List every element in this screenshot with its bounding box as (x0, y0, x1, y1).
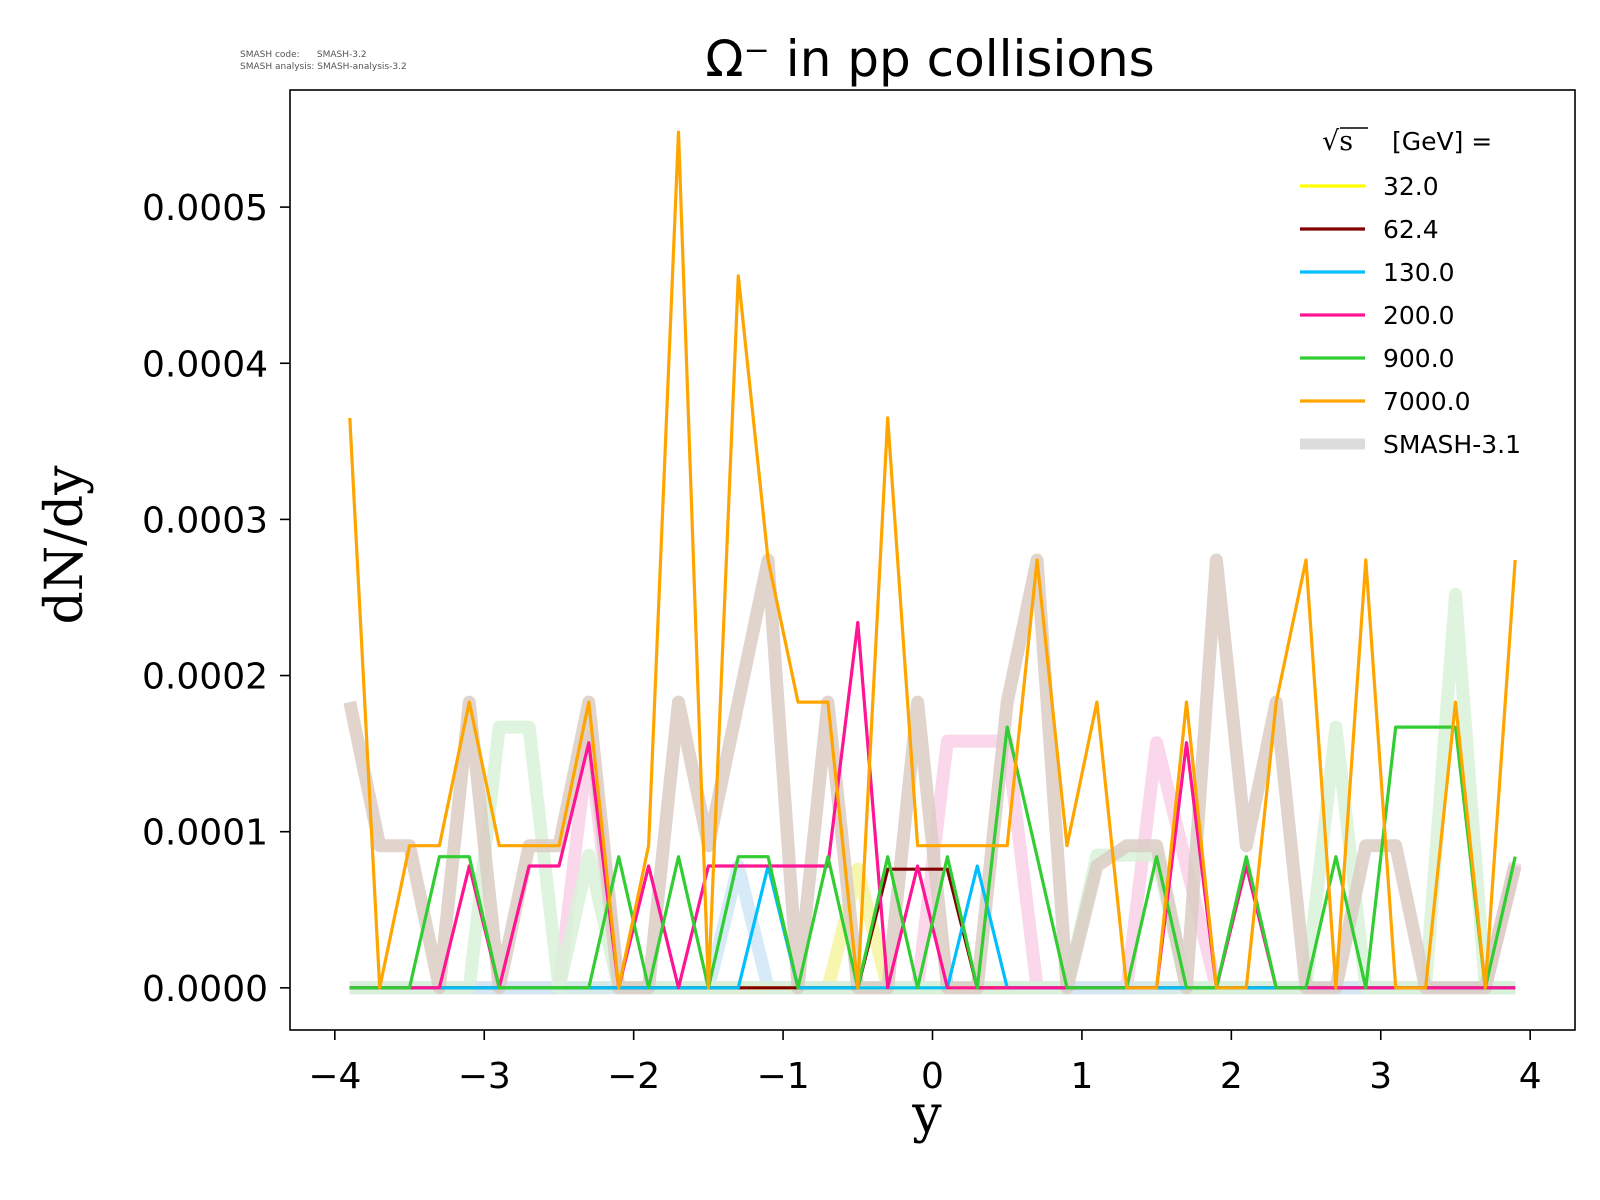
x-tick-label: 4 (1519, 1056, 1542, 1097)
y-tick-label: 0.0000 (142, 969, 268, 1010)
legend-label-62.4: 62.4 (1383, 215, 1439, 244)
y-tick-label: 0.0004 (142, 344, 268, 385)
series-line-900.0 (349, 725, 1517, 990)
legend-title-root: √s (1322, 126, 1353, 157)
x-tick-label: 2 (1220, 1056, 1243, 1097)
x-tick-label: −4 (308, 1056, 361, 1097)
series-line-7000.0 (348, 130, 1517, 990)
chart-title: Ω⁻ in pp collisions (705, 30, 1155, 88)
y-tick-label: 0.0001 (142, 813, 268, 854)
x-tick-label: −3 (458, 1056, 511, 1097)
legend-title: [GeV] = (1392, 127, 1492, 156)
smash-code-version: SMASH code: SMASH-3.2 (240, 50, 367, 60)
x-tick-label: 3 (1369, 1056, 1392, 1097)
legend-label-7000.0: 7000.0 (1383, 387, 1470, 416)
x-tick-label: 1 (1070, 1056, 1093, 1097)
x-axis-label: y (912, 1085, 942, 1145)
legend-label-130.0: 130.0 (1383, 258, 1455, 287)
y-tick-label: 0.0005 (142, 188, 268, 229)
legend-label-SMASH-3.1: SMASH-3.1 (1383, 430, 1521, 459)
smash-analysis-version: SMASH analysis: SMASH-analysis-3.2 (240, 62, 407, 72)
y-tick-label: 0.0003 (142, 500, 268, 541)
x-tick-label: −1 (757, 1056, 810, 1097)
legend-label-200.0: 200.0 (1383, 301, 1455, 330)
y-tick-label: 0.0002 (142, 657, 268, 698)
legend-label-900.0: 900.0 (1383, 344, 1455, 373)
legend-label-32.0: 32.0 (1383, 172, 1439, 201)
x-tick-label: 0 (921, 1056, 944, 1097)
x-tick-label: −2 (607, 1056, 660, 1097)
